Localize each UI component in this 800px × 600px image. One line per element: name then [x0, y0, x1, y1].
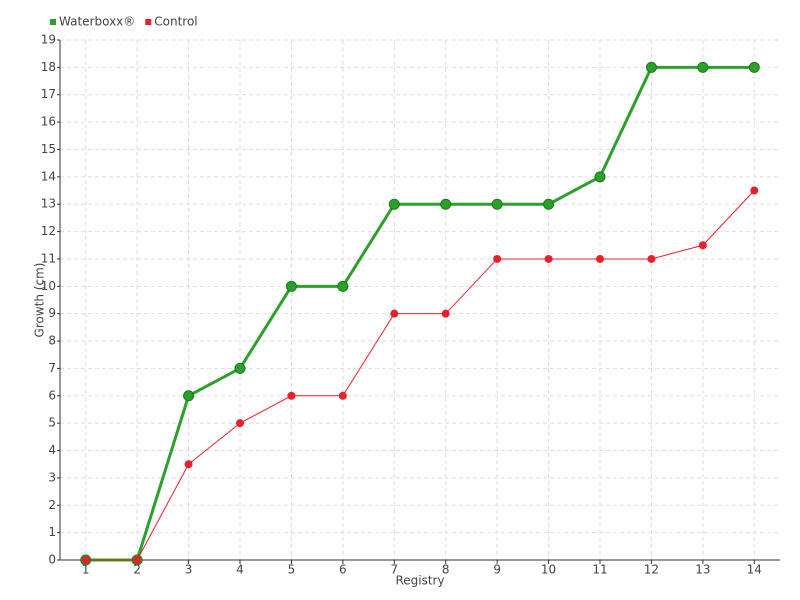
data-point [287, 391, 296, 400]
y-tick-label: 11 [41, 251, 56, 265]
data-point [594, 171, 606, 183]
y-tick-label: 14 [41, 169, 56, 183]
legend-label: Waterboxx® [59, 15, 135, 29]
data-point [441, 309, 450, 318]
y-tick-label: 4 [48, 443, 56, 457]
data-point [596, 254, 604, 263]
y-tick-label: 15 [41, 142, 56, 156]
x-tick-label: 2 [133, 563, 141, 577]
legend-swatch [145, 19, 152, 25]
data-point [645, 61, 657, 73]
data-point [184, 460, 193, 469]
y-tick-label: 5 [48, 416, 56, 430]
series-line [85, 65, 755, 562]
y-tick-label: 10 [41, 279, 56, 293]
data-point [698, 241, 707, 250]
data-point [440, 198, 452, 210]
data-point [183, 390, 195, 402]
y-tick-label: 1 [48, 525, 56, 539]
y-tick-label: 3 [48, 470, 56, 484]
x-tick-label: 9 [493, 563, 501, 577]
y-tick-label: 12 [41, 224, 56, 238]
y-axis-label: Growth (cm) [33, 263, 47, 338]
data-point [750, 186, 759, 195]
data-point [390, 309, 399, 318]
data-point [544, 254, 553, 263]
x-axis-label: Registry [395, 574, 444, 588]
series-line [85, 190, 755, 561]
y-tick-label: 2 [48, 498, 56, 512]
data-point [236, 419, 244, 428]
data-point [388, 198, 400, 210]
data-point [543, 198, 555, 210]
x-tick-label: 7 [390, 563, 398, 577]
x-tick-label: 11 [592, 563, 607, 577]
data-point [697, 61, 709, 73]
x-tick-label: 3 [185, 563, 193, 577]
y-tick-label: 19 [41, 33, 56, 47]
data-point [748, 61, 760, 73]
data-point [491, 198, 503, 210]
y-tick-label: 9 [48, 306, 56, 320]
data-point [133, 556, 142, 564]
y-tick-label: 0 [48, 553, 56, 567]
y-tick-label: 6 [48, 388, 56, 402]
x-tick-label: 14 [747, 563, 762, 577]
x-tick-label: 6 [339, 563, 347, 577]
x-tick-label: 4 [236, 563, 244, 577]
y-tick-label: 13 [41, 197, 56, 211]
x-tick-label: 10 [541, 563, 556, 577]
data-point [647, 254, 656, 263]
y-tick-label: 8 [48, 334, 56, 348]
y-tick-label: 17 [41, 87, 56, 101]
x-tick-label: 1 [82, 563, 90, 577]
x-tick-label: 12 [644, 563, 659, 577]
legend-swatch [50, 19, 56, 25]
data-point [234, 362, 246, 374]
y-tick-label: 16 [41, 115, 56, 129]
data-point [337, 280, 349, 292]
x-tick-label: 5 [288, 563, 296, 577]
data-point [493, 254, 502, 263]
y-tick-label: 18 [41, 60, 56, 74]
legend-label: Control [154, 15, 197, 29]
data-point [81, 556, 90, 564]
data-point [285, 280, 297, 292]
data-point [338, 391, 347, 400]
x-tick-label: 8 [442, 563, 450, 577]
y-tick-label: 7 [48, 361, 56, 375]
x-tick-label: 13 [695, 563, 710, 577]
